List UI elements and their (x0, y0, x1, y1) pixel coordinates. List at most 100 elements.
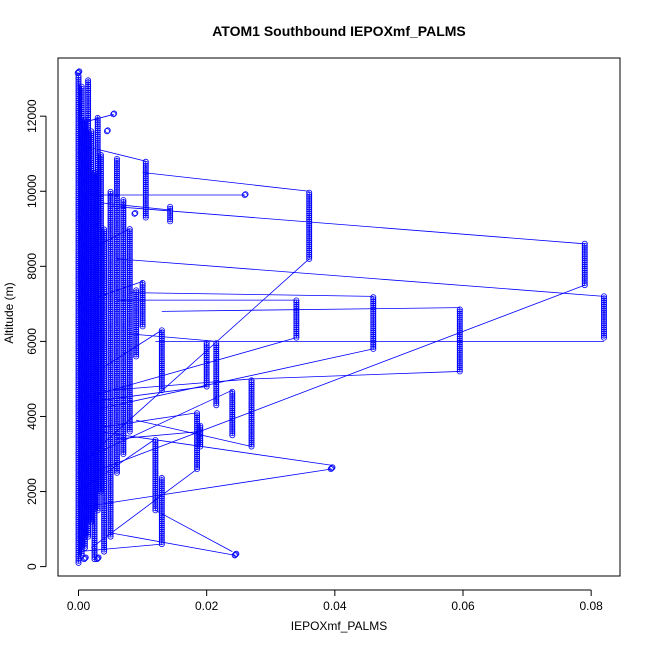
data-point (113, 257, 120, 264)
data-point (81, 520, 88, 527)
data-point (97, 166, 104, 173)
data-point (81, 499, 88, 506)
data-point (213, 367, 220, 374)
data-point (85, 126, 92, 133)
data-point (133, 349, 140, 356)
data-point (81, 336, 88, 343)
data-point (158, 383, 165, 390)
data-point (113, 314, 120, 321)
data-point (81, 340, 88, 347)
data-point (142, 212, 149, 219)
data-point (126, 411, 133, 418)
connector-line (110, 378, 252, 391)
data-point (78, 110, 85, 117)
data-point (158, 358, 165, 365)
data-point (370, 312, 377, 319)
data-point (101, 488, 108, 495)
data-point (113, 172, 120, 179)
data-point (203, 379, 210, 386)
data-point (81, 538, 88, 545)
data-point (107, 506, 114, 513)
data-point (133, 330, 140, 337)
data-point (213, 373, 220, 380)
data-point (97, 178, 104, 185)
data-point (81, 414, 88, 421)
data-point (101, 251, 108, 258)
data-point (229, 403, 236, 410)
data-point (113, 203, 120, 210)
data-point (101, 323, 108, 330)
data-point (120, 228, 127, 235)
data-point (158, 385, 165, 392)
data-point (113, 436, 120, 443)
data-point (113, 325, 120, 332)
data-point (139, 315, 146, 322)
data-point (81, 354, 88, 361)
data-point (107, 192, 114, 199)
data-point (120, 333, 127, 340)
data-point (158, 374, 165, 381)
data-point (81, 288, 88, 295)
data-point (581, 242, 588, 249)
data-point (194, 449, 201, 456)
data-point (81, 445, 88, 452)
data-point (126, 263, 133, 270)
data-point (94, 152, 101, 159)
data-point (120, 432, 127, 439)
data-point (456, 312, 463, 319)
data-point (101, 496, 108, 503)
data-point (97, 152, 104, 159)
data-point (85, 112, 92, 119)
data-point (213, 371, 220, 378)
data-point (113, 248, 120, 255)
data-point (120, 232, 127, 239)
connector-line (97, 431, 332, 466)
data-point (120, 395, 127, 402)
data-point (126, 337, 133, 344)
data-point (113, 283, 120, 290)
data-point (101, 387, 108, 394)
data-point (194, 447, 201, 454)
data-point (120, 302, 127, 309)
data-point (81, 144, 88, 151)
data-point (107, 451, 114, 458)
data-point (113, 451, 120, 458)
connector-line (110, 532, 236, 556)
data-point (120, 238, 127, 245)
data-point (81, 169, 88, 176)
data-point (133, 287, 140, 294)
data-point (101, 366, 108, 373)
data-point (213, 381, 220, 388)
data-point (101, 544, 108, 551)
data-point (107, 465, 114, 472)
data-point (126, 273, 133, 280)
data-point (81, 195, 88, 202)
data-point (139, 290, 146, 297)
data-point (101, 265, 108, 272)
data-point (194, 414, 201, 421)
data-point (120, 343, 127, 350)
data-point (120, 217, 127, 224)
data-point (158, 493, 165, 500)
data-point (327, 466, 334, 473)
data-point (113, 259, 120, 266)
data-point (97, 154, 104, 161)
data-point (91, 547, 98, 554)
data-point (370, 300, 377, 307)
data-point (85, 116, 92, 123)
data-point (101, 499, 108, 506)
data-point (107, 461, 114, 468)
data-point (139, 306, 146, 313)
data-point (213, 389, 220, 396)
data-point (107, 281, 114, 288)
data-point (126, 374, 133, 381)
data-point (306, 237, 313, 244)
data-point (120, 331, 127, 338)
data-point (126, 255, 133, 262)
data-point (78, 94, 85, 101)
data-point (126, 275, 133, 282)
data-point (120, 430, 127, 437)
data-point (81, 323, 88, 330)
data-point (142, 169, 149, 176)
data-point (107, 517, 114, 524)
